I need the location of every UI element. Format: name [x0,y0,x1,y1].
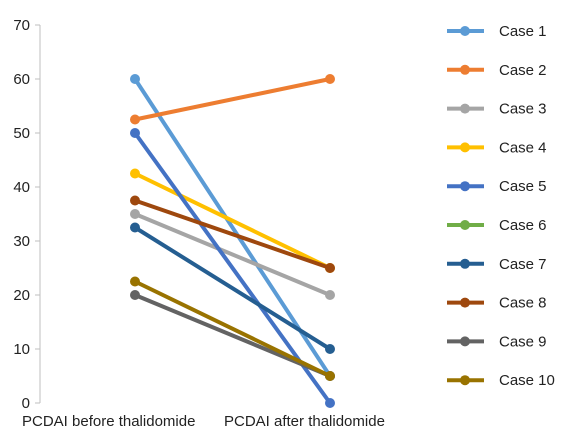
y-tick-label: 40 [13,179,30,196]
legend-label: Case 1 [499,23,547,40]
legend-swatch-marker [460,336,470,347]
series-line [133,77,332,122]
legend-label: Case 7 [499,256,547,273]
legend-swatch-marker [460,220,470,230]
data-point [130,114,140,125]
series-line [133,131,332,405]
legend-label: Case 6 [499,217,547,234]
data-point [325,371,335,381]
data-point [325,344,335,354]
data-point [130,74,140,84]
data-point [325,290,335,300]
series-line [133,293,332,378]
legend-label: Case 8 [499,295,547,312]
legend-item: Case 4 [447,139,547,156]
chart-axes: 0 10 20 30 40 50 60 70 [13,17,41,412]
y-tick-label: 0 [22,395,30,412]
legend-item: Case 6 [447,217,547,234]
y-tick-label: 20 [13,287,30,304]
series-line [133,225,332,351]
x-category-label: PCDAI before thalidomide [22,413,195,430]
series-line [133,279,332,378]
data-point [130,195,140,206]
chart-legend: Case 1 Case 2 Case 3 Case 4 Case 5 Case 6 Case… [447,23,555,389]
series-lines [130,74,335,408]
series-case-2 [130,74,335,125]
series-line [133,212,332,297]
legend-item: Case 1 [447,23,547,40]
legend-swatch-marker [460,297,470,308]
data-point [325,74,335,84]
legend-label: Case 3 [499,101,547,118]
x-category-label: PCDAI after thalidomide [224,413,385,430]
series-line [133,198,332,270]
y-tick-label: 60 [13,71,30,88]
legend-label: Case 10 [499,372,555,389]
y-tick-label: 70 [13,17,30,34]
legend-label: Case 5 [499,178,547,195]
data-point [130,209,140,219]
series-case-5 [130,128,335,408]
series-case-7 [130,222,335,354]
legend-item: Case 8 [447,295,547,312]
y-tick-label: 30 [13,233,30,250]
series-line [133,171,332,270]
legend-item: Case 9 [447,333,547,350]
legend-swatch-marker [460,258,470,269]
series-case-3 [130,209,335,300]
legend-swatch-marker [460,26,470,36]
y-tick-label: 10 [13,341,30,358]
data-point [130,276,140,287]
legend-item: Case 2 [447,62,547,79]
legend-swatch-marker [460,103,470,114]
series-case-8 [130,195,335,273]
legend-swatch-marker [460,181,470,192]
legend-item: Case 7 [447,256,547,273]
data-point [130,290,140,300]
legend-item: Case 5 [447,178,547,195]
legend-item: Case 10 [447,372,555,389]
y-tick-label: 50 [13,125,30,142]
legend-swatch-marker [460,375,470,386]
data-point [325,263,335,273]
series-case-10 [130,276,335,381]
x-axis-labels: PCDAI before thalidomide PCDAI after thal… [22,413,385,430]
legend-item: Case 3 [447,101,547,118]
legend-label: Case 4 [499,139,547,156]
data-point [130,168,140,179]
legend-label: Case 9 [499,333,547,350]
data-point [130,222,140,233]
legend-swatch-marker [460,142,470,153]
legend-label: Case 2 [499,62,547,79]
legend-swatch-marker [460,64,470,75]
y-axis-ticks: 0 10 20 30 40 50 60 70 [13,17,40,412]
data-point [130,128,140,138]
data-point [325,398,335,408]
